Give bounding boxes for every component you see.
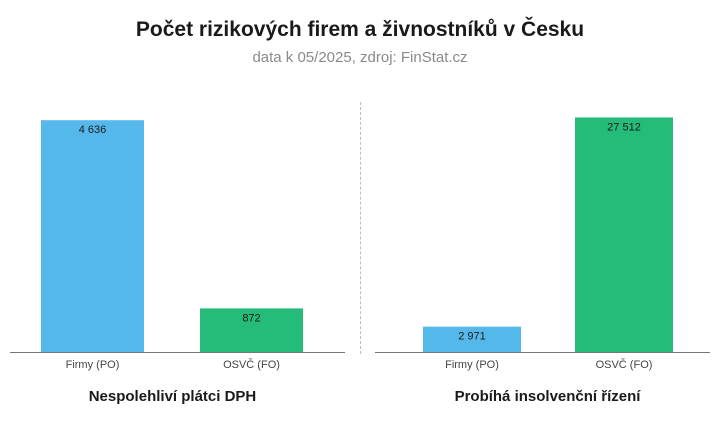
- bar-firmy-po-panel-1: [41, 120, 144, 352]
- category-label-firmy-po-panel-2: Firmy (PO): [445, 359, 499, 371]
- value-label-osvc-fo-panel-2: 27 512: [607, 121, 641, 133]
- panel-caption-dph: Nespolehliví plátci DPH: [88, 388, 257, 405]
- category-label-firmy-po-panel-1: Firmy (PO): [66, 359, 120, 371]
- bar-firmy-po-panel-2: [423, 326, 521, 352]
- chart-title: Počet rizikových firem a živnostníků v Č…: [135, 18, 585, 41]
- chart-subtitle: data k 05/2025, zdroj: FinStat.cz: [252, 49, 468, 66]
- bar-osvc-fo-panel-2: [575, 117, 673, 353]
- bar-osvc-fo-panel-1: [200, 308, 303, 352]
- panel-caption-insolvence: Probíhá insolvenční řízení: [454, 388, 641, 405]
- panel-divider: [360, 102, 361, 354]
- value-label-firmy-po-panel-2: 2 971: [458, 331, 486, 343]
- value-label-osvc-fo-panel-1: 872: [242, 312, 260, 324]
- category-label-osvc-fo-panel-1: OSVČ (FO): [223, 358, 280, 371]
- category-label-osvc-fo-panel-2: OSVČ (FO): [596, 358, 653, 371]
- value-label-firmy-po-panel-1: 4 636: [79, 124, 107, 136]
